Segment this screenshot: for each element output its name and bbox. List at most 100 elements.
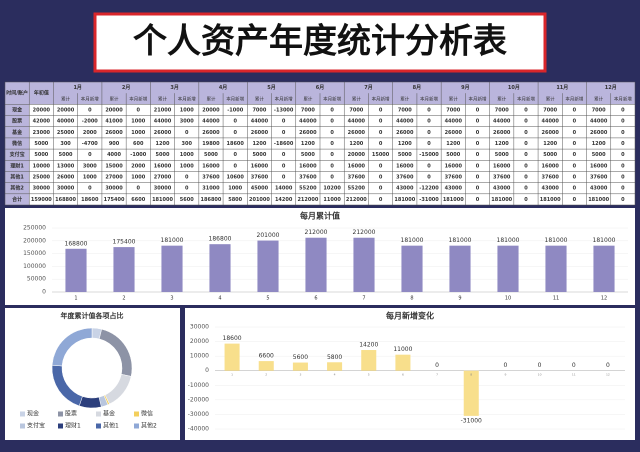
cell: 0 (379, 197, 383, 203)
cell: 0 (573, 197, 577, 203)
cell: 20000 (348, 152, 366, 158)
bar (361, 350, 377, 371)
data-label: 181000 (449, 237, 472, 244)
cell: 0 (185, 186, 189, 192)
cell: 181000 (443, 197, 464, 203)
cell: 7000 (592, 107, 606, 113)
cell: 5000 (301, 152, 315, 158)
table-subheader: 累计 (303, 95, 312, 102)
y-tick-label: -10000 (188, 382, 209, 389)
cell: 0 (88, 107, 92, 113)
cell: 900 (109, 141, 120, 147)
data-label: 14200 (359, 342, 378, 349)
page-title: 个人资产年度统计分析表 (133, 22, 507, 62)
y-tick-label: 50000 (27, 276, 46, 283)
table-header: 4月 (219, 84, 227, 91)
row-label: 理财1 (10, 162, 24, 169)
legend-swatch (134, 411, 139, 417)
cell: -31000 (419, 197, 439, 203)
bar (258, 361, 274, 371)
cell: 26000 (154, 130, 172, 136)
table-subheader: 本月新增 (129, 95, 147, 102)
cell: 0 (379, 141, 383, 147)
x-tick-label: 10 (505, 296, 511, 302)
cell: -2000 (82, 119, 99, 125)
cell: 1200 (156, 141, 170, 147)
x-tick-label: 5 (368, 373, 370, 377)
cell: 212000 (297, 197, 318, 203)
x-tick-label: 7 (436, 373, 438, 377)
cell: -12200 (419, 186, 439, 192)
cell: 0 (88, 152, 92, 158)
table-subheader: 累计 (449, 95, 458, 102)
table-header: 8月 (413, 84, 421, 91)
cell: 0 (379, 186, 383, 192)
cell: 0 (524, 186, 528, 192)
cell: 0 (476, 141, 480, 147)
row-label: 其他1 (10, 174, 24, 181)
cell: 26000 (396, 130, 414, 136)
cell: 0 (427, 163, 431, 169)
cell: 0 (379, 130, 383, 136)
cell: 0 (524, 163, 528, 169)
bar (161, 245, 183, 292)
x-tick-label: 3 (170, 296, 173, 302)
x-tick-label: 1 (231, 373, 233, 377)
legend-label: 其他2 (141, 422, 157, 430)
cell: 0 (137, 107, 141, 113)
table-subheader: 累计 (61, 95, 70, 102)
cell: 2000 (131, 163, 145, 169)
table-header: 3月 (170, 84, 178, 91)
cell: 27000 (105, 175, 123, 181)
cell: 0 (282, 175, 286, 181)
table-subheader: 累计 (352, 95, 361, 102)
cell: 44000 (445, 119, 463, 125)
data-label: 181000 (401, 237, 424, 244)
cell: 5000 (495, 152, 509, 158)
cell: 37600 (396, 175, 414, 181)
cell: 0 (524, 107, 528, 113)
cell: 300 (182, 141, 193, 147)
table-subheader: 累计 (110, 95, 119, 102)
y-tick-label: 10000 (190, 353, 209, 360)
cell: -1000 (227, 107, 244, 113)
x-tick-label: 11 (572, 373, 576, 377)
table-subheader: 本月新增 (275, 95, 293, 102)
legend-swatch (20, 411, 25, 417)
cell: 30000 (33, 186, 51, 192)
bar (353, 237, 375, 292)
cell: 0 (330, 119, 334, 125)
cell: 0 (379, 107, 383, 113)
bar (497, 245, 519, 292)
cell: 0 (282, 163, 286, 169)
cell: 16000 (541, 163, 559, 169)
cell: 0 (621, 175, 625, 181)
data-label: 0 (538, 362, 542, 369)
x-tick-label: 4 (334, 373, 336, 377)
x-tick-label: 9 (504, 373, 506, 377)
cell: 181000 (394, 197, 415, 203)
cell: 44000 (590, 119, 608, 125)
cell: 0 (185, 175, 189, 181)
cell: 26000 (348, 130, 366, 136)
cell: 186800 (201, 197, 222, 203)
table-subheader: 累计 (546, 95, 555, 102)
cell: 0 (524, 130, 528, 136)
cell: 7000 (543, 107, 557, 113)
cell: 7000 (301, 107, 315, 113)
legend-swatch (58, 411, 63, 417)
cell: 0 (524, 141, 528, 147)
cell: 3000 (83, 163, 97, 169)
table-header: 时间/账户 (6, 90, 28, 97)
cell: 0 (330, 141, 334, 147)
cell: 181000 (491, 197, 512, 203)
table-subheader: 本月新增 (565, 95, 583, 102)
legend-swatch (20, 423, 25, 429)
cell: -13000 (274, 107, 294, 113)
cell: 16000 (154, 163, 172, 169)
x-tick-label: 2 (265, 373, 267, 377)
x-tick-label: 10 (538, 373, 542, 377)
x-tick-label: 9 (458, 296, 461, 302)
cell: 0 (573, 130, 577, 136)
table-subheader: 累计 (497, 95, 506, 102)
